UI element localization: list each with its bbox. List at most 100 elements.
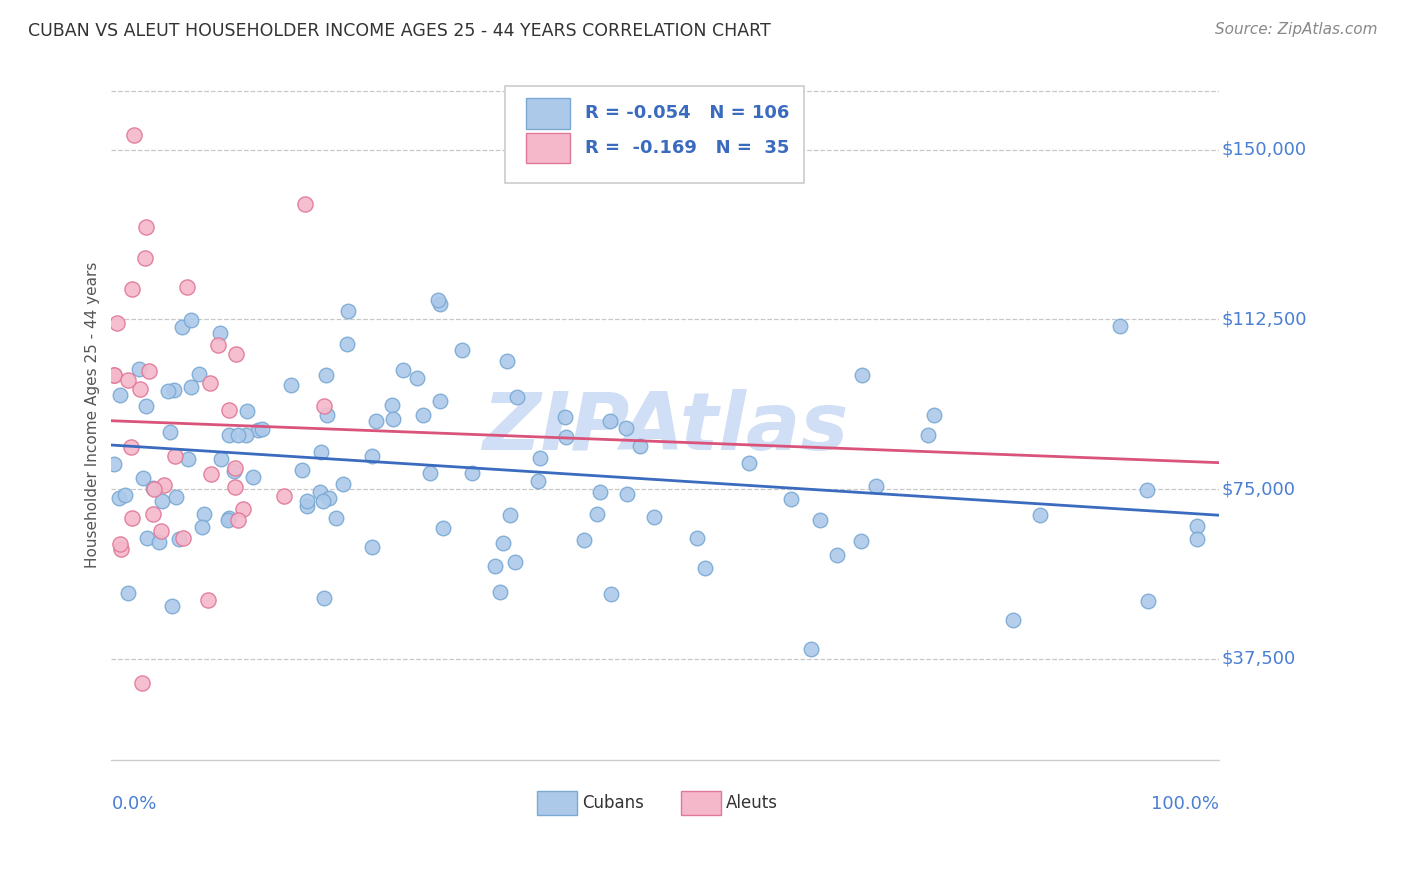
Point <box>128 362 150 376</box>
Text: R = -0.054   N = 106: R = -0.054 N = 106 <box>585 104 790 122</box>
Point <box>312 399 335 413</box>
Point <box>207 338 229 352</box>
Point <box>148 535 170 549</box>
Point <box>600 587 623 601</box>
Point <box>381 412 404 426</box>
Point <box>643 509 665 524</box>
Point <box>187 367 209 381</box>
Point <box>160 599 183 613</box>
Point <box>172 531 194 545</box>
FancyBboxPatch shape <box>537 791 576 815</box>
Point <box>554 430 576 444</box>
Point <box>138 364 160 378</box>
Point <box>247 423 270 437</box>
Text: $37,500: $37,500 <box>1222 649 1295 667</box>
Point <box>585 507 607 521</box>
Point <box>103 457 125 471</box>
Point <box>1109 318 1132 333</box>
Point <box>235 404 257 418</box>
FancyBboxPatch shape <box>526 98 569 128</box>
Point <box>429 393 451 408</box>
Point <box>392 363 415 377</box>
Point <box>419 467 441 481</box>
Text: R =  -0.169   N =  35: R = -0.169 N = 35 <box>585 139 790 157</box>
Point <box>800 642 823 657</box>
Point <box>103 368 125 382</box>
Point <box>176 279 198 293</box>
Point <box>825 548 848 562</box>
Y-axis label: Householder Income Ages 25 - 44 years: Householder Income Ages 25 - 44 years <box>86 261 100 567</box>
Point <box>103 368 125 382</box>
Point <box>135 399 157 413</box>
Text: $150,000: $150,000 <box>1222 141 1306 159</box>
Point <box>917 427 939 442</box>
Point <box>165 491 187 505</box>
FancyBboxPatch shape <box>681 791 720 815</box>
Point <box>159 425 181 439</box>
Text: Aleuts: Aleuts <box>725 794 778 813</box>
Point <box>222 464 245 478</box>
Point <box>295 499 318 513</box>
Point <box>180 380 202 394</box>
Point <box>190 520 212 534</box>
Point <box>849 533 872 548</box>
Text: 0.0%: 0.0% <box>111 795 157 813</box>
Point <box>325 511 347 525</box>
Point <box>225 347 247 361</box>
Point <box>108 388 131 402</box>
Point <box>114 488 136 502</box>
Point <box>628 439 651 453</box>
Point <box>309 485 332 500</box>
Point <box>599 414 621 428</box>
Point <box>122 128 145 142</box>
Point <box>588 485 610 500</box>
Point <box>142 481 165 495</box>
Point <box>218 403 240 417</box>
Point <box>426 293 449 307</box>
FancyBboxPatch shape <box>526 133 569 163</box>
Point <box>250 422 273 436</box>
Point <box>135 531 157 545</box>
Point <box>224 480 246 494</box>
Point <box>335 337 357 351</box>
Point <box>180 313 202 327</box>
Point <box>499 508 522 522</box>
Point <box>506 390 529 404</box>
Point <box>450 343 472 357</box>
Point <box>496 354 519 368</box>
Text: 100.0%: 100.0% <box>1152 795 1219 813</box>
Point <box>197 593 219 607</box>
Point <box>121 510 143 524</box>
Point <box>242 470 264 484</box>
Point <box>693 560 716 574</box>
Point <box>616 487 638 501</box>
Point <box>291 463 314 477</box>
Text: Source: ZipAtlas.com: Source: ZipAtlas.com <box>1215 22 1378 37</box>
Point <box>527 474 550 488</box>
Point <box>153 478 176 492</box>
Point <box>193 508 215 522</box>
Point <box>157 384 180 399</box>
Point <box>211 451 233 466</box>
Point <box>360 540 382 554</box>
Text: $112,500: $112,500 <box>1222 310 1306 328</box>
Point <box>489 585 512 599</box>
Text: ZIPAtlas: ZIPAtlas <box>482 389 848 467</box>
Point <box>120 440 142 454</box>
Text: $75,000: $75,000 <box>1222 480 1295 498</box>
Point <box>129 382 152 396</box>
Point <box>484 558 506 573</box>
Point <box>572 533 595 547</box>
Point <box>315 368 337 382</box>
Point <box>381 398 404 412</box>
Point <box>273 489 295 503</box>
Point <box>134 251 156 265</box>
Point <box>614 421 637 435</box>
Point <box>163 383 186 397</box>
Point <box>228 427 250 442</box>
Point <box>924 408 946 422</box>
Point <box>218 511 240 525</box>
Point <box>312 591 335 606</box>
Text: Cubans: Cubans <box>582 794 644 813</box>
Point <box>150 494 173 508</box>
